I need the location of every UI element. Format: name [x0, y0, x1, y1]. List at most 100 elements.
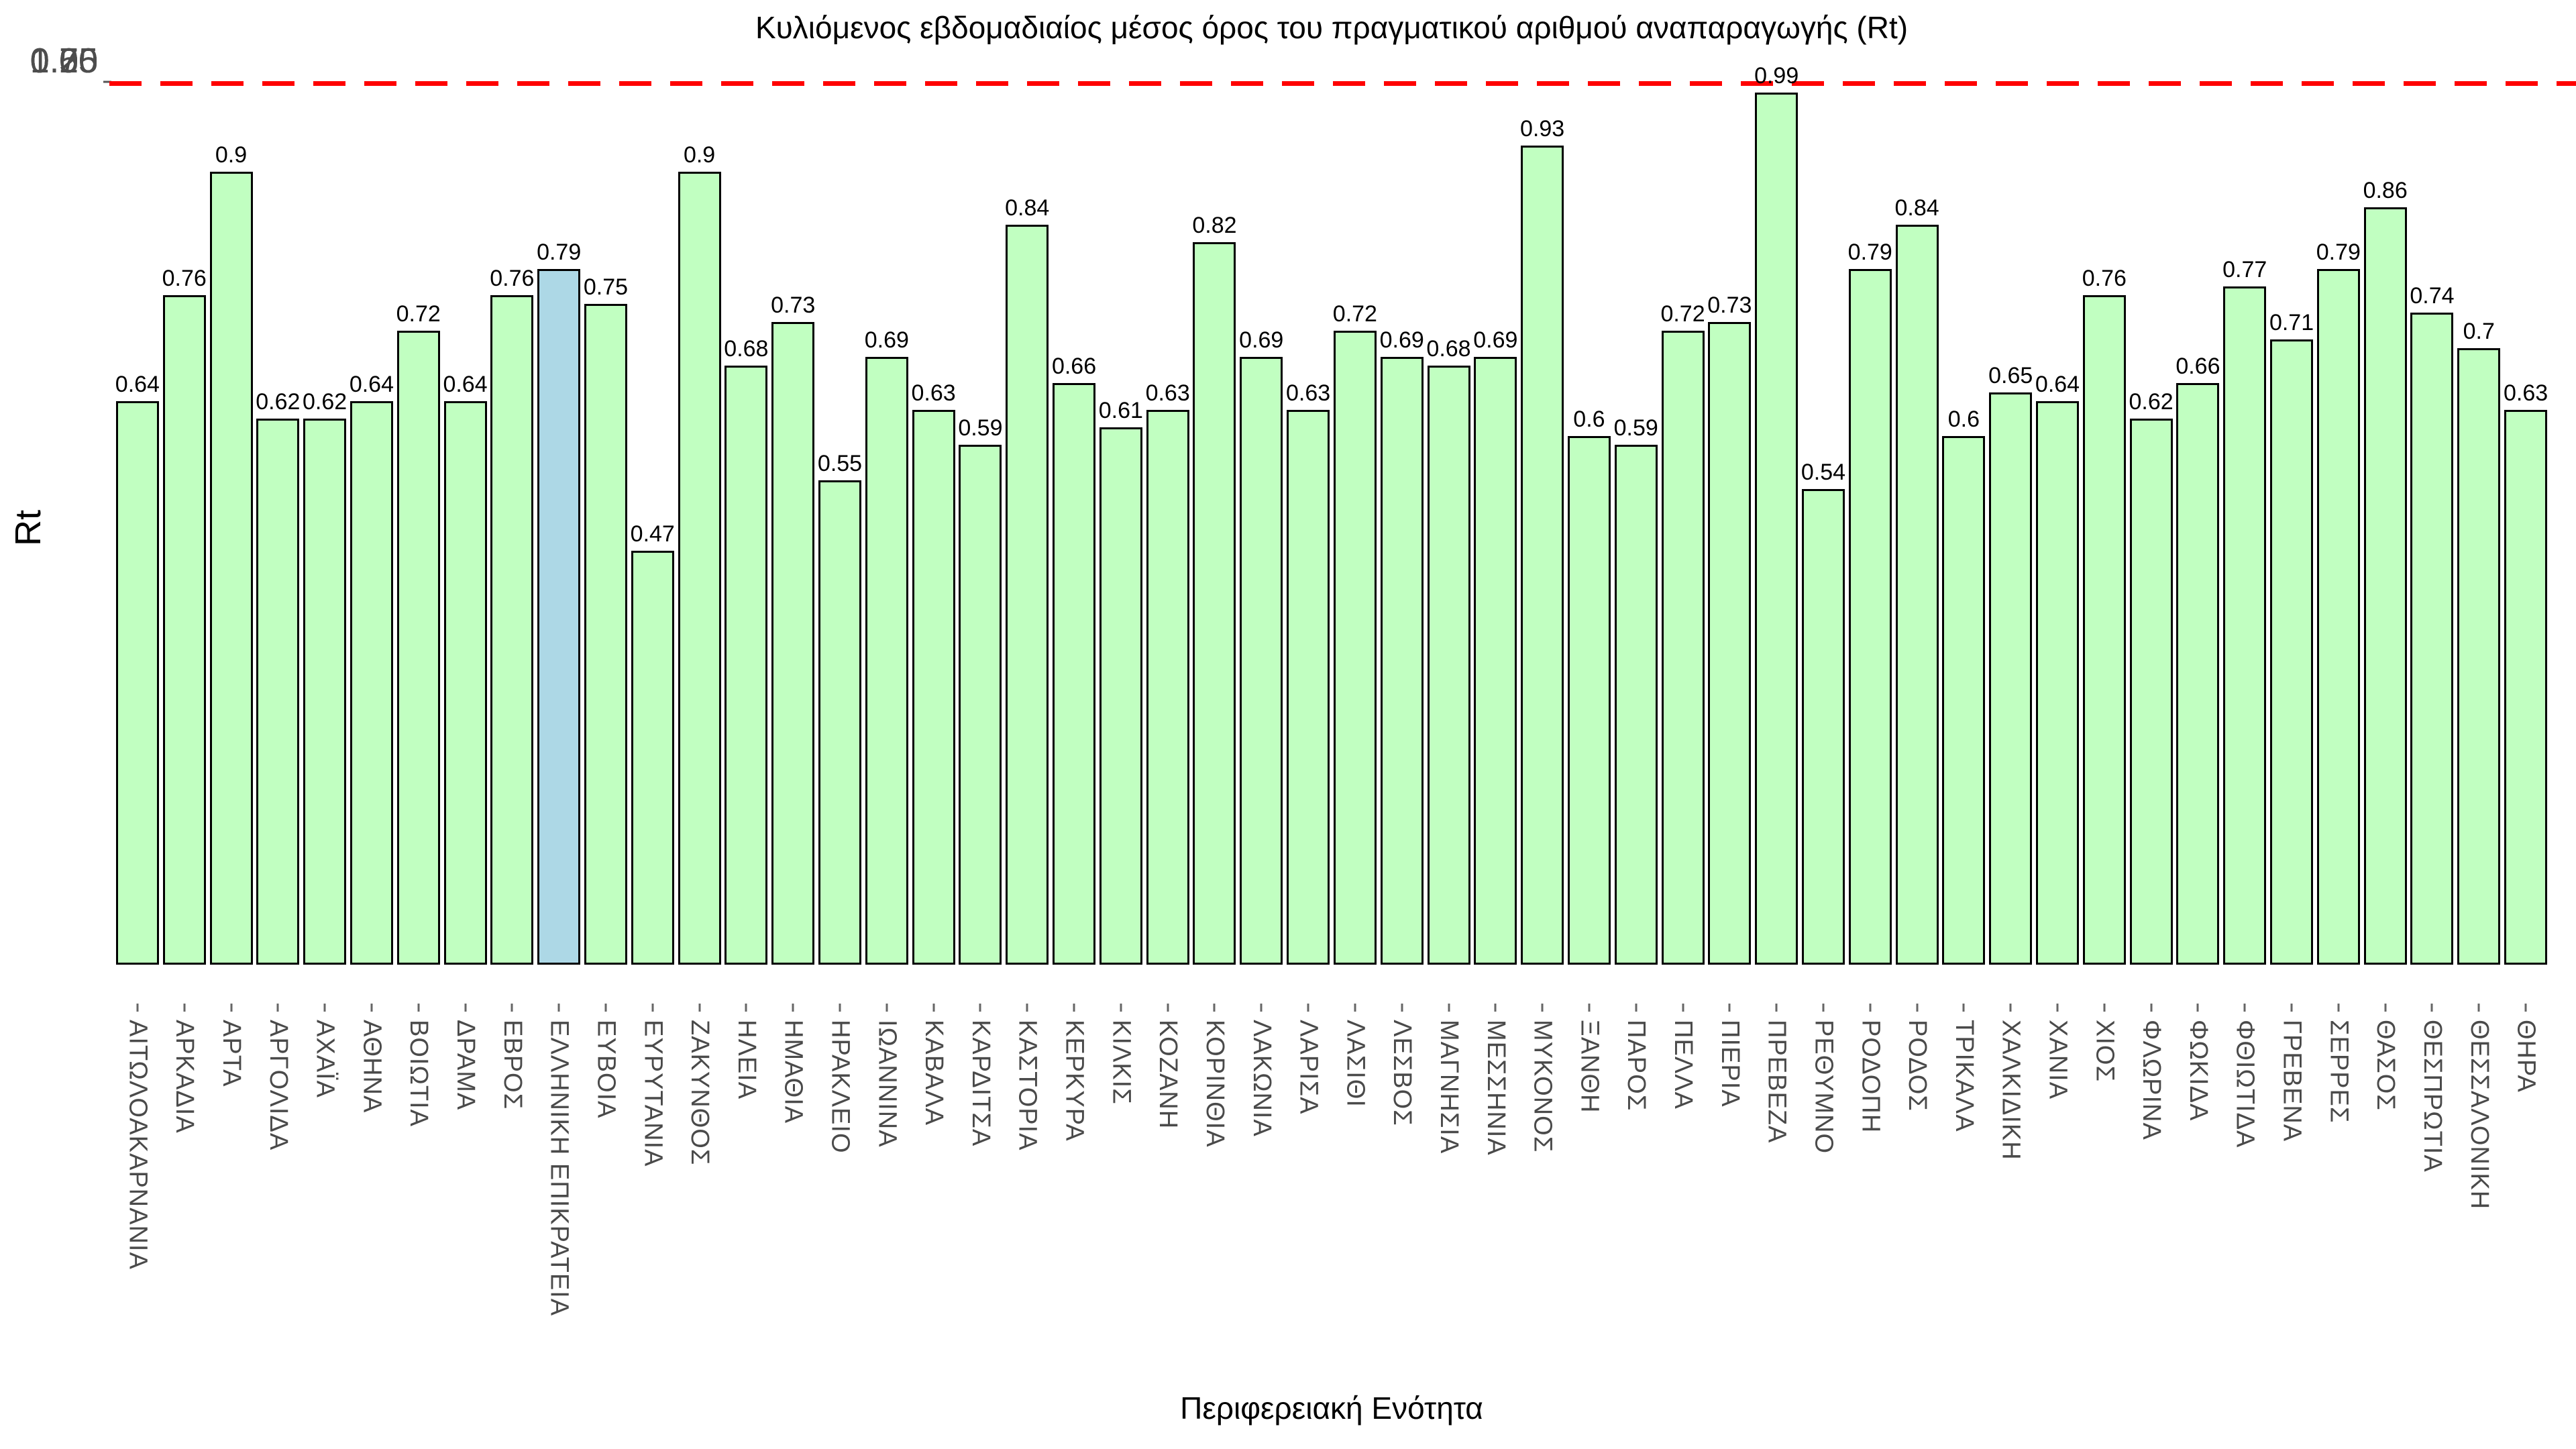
bar-value-label: 0.73: [771, 292, 816, 318]
bar: 0.6: [1567, 407, 1611, 965]
x-tick-mark: [1401, 1004, 1403, 1012]
bar-slot: 0.76 ΧΙΟΣ: [2081, 84, 2128, 1082]
bar-value-label: 0.84: [1894, 195, 1939, 221]
bar-slot: 0.63 ΛΑΡΙΣΑ: [1285, 84, 1332, 1115]
x-tick-label: ΧΙΟΣ: [2090, 1020, 2119, 1082]
bar-slot: 0.61 ΚΙΛΚΙΣ: [1097, 84, 1144, 1105]
bar-value-label: 0.69: [864, 327, 909, 354]
bar: 0.69: [1380, 327, 1424, 965]
bar-slot: 0.76 ΑΡΚΑΔΙΑ: [161, 84, 208, 1134]
bar: 0.47: [631, 521, 675, 965]
bar-value-label: 0.79: [537, 239, 582, 265]
bar: 0.63: [1146, 380, 1190, 965]
x-tick-label: ΜΥΚΟΝΟΣ: [1528, 1020, 1557, 1153]
x-tick-mark: [651, 1004, 654, 1012]
x-tick-label: ΑΧΑΪΑ: [311, 1020, 339, 1098]
bar: 0.6: [1942, 407, 1986, 965]
bar-slot: 0.75 ΕΥΒΟΙΑ: [582, 84, 629, 1118]
x-tick-mark: [417, 1004, 420, 1012]
x-tick-label: ΕΥΒΟΙΑ: [592, 1020, 621, 1119]
x-tick-label: ΤΡΙΚΑΛΑ: [1949, 1020, 1978, 1132]
y-tick-label: 0.25: [30, 42, 98, 80]
bar-slot: 0.84 ΚΑΣΤΟΡΙΑ: [1004, 84, 1051, 1150]
bar-value-label: 0.68: [1426, 336, 1471, 362]
x-tick-mark: [1354, 1004, 1356, 1012]
bar-value-label: 0.47: [630, 521, 675, 547]
x-tick-label: ΘΕΣΠΡΩΤΙΑ: [2418, 1020, 2447, 1173]
x-tick-label: ΦΘΙΩΤΙΔΑ: [2231, 1020, 2259, 1148]
x-tick-mark: [2384, 1004, 2387, 1012]
bar: 0.64: [443, 372, 488, 965]
bar-value-label: 0.76: [490, 266, 535, 292]
bar-value-label: 0.69: [1239, 327, 1284, 354]
bar-slot: 0.55 ΗΡΑΚΛΕΙΟ: [816, 84, 863, 1154]
bar-value-label: 0.62: [2129, 388, 2174, 415]
x-tick-mark: [2430, 1004, 2433, 1012]
x-tick-label: ΠΡΕΒΕΖΑ: [1762, 1020, 1791, 1144]
bar: 0.59: [1614, 415, 1658, 965]
bar-slot: 0.93 ΜΥΚΟΝΟΣ: [1519, 84, 1566, 1152]
y-tick-label: 0.00: [30, 42, 98, 80]
bar-slot: 0.69 ΛΑΚΩΝΙΑ: [1238, 84, 1285, 1137]
x-tick-label: ΡΟΔΟΣ: [1903, 1020, 1932, 1112]
bar-value-label: 0.72: [396, 301, 441, 327]
x-tick-mark: [511, 1004, 513, 1012]
bar-value-label: 0.66: [1051, 354, 1097, 380]
x-tick-label: ΗΡΑΚΛΕΙΟ: [826, 1020, 855, 1154]
x-tick-label: ΜΕΣΣΗΝΙΑ: [1481, 1020, 1510, 1156]
bar: 0.65: [1988, 363, 2033, 965]
bar-slot: 0.62 ΑΧΑΪΑ: [301, 84, 348, 1098]
x-tick-mark: [1260, 1004, 1263, 1012]
bar-value-label: 0.59: [1613, 415, 1658, 441]
bar-value-label: 0.84: [1005, 195, 1050, 221]
x-tick-mark: [1869, 1004, 1872, 1012]
chart-title: Κυλιόμενος εβδομαδιαίος μέσος όρος του π…: [755, 10, 1909, 45]
bar-slot: 0.72 ΒΟΙΩΤΙΑ: [395, 84, 442, 1127]
bar: 0.66: [1052, 354, 1096, 965]
bar-value-label: 0.82: [1192, 213, 1237, 239]
bar-highlight: 0.79: [537, 239, 581, 965]
bar-value-label: 0.77: [2222, 257, 2267, 282]
bar-value-label: 0.72: [1660, 301, 1705, 327]
x-tick-label: ΒΟΙΩΤΙΑ: [405, 1020, 433, 1127]
bar-value-label: 0.61: [1098, 398, 1143, 424]
x-tick-label: ΛΑΡΙΣΑ: [1294, 1020, 1323, 1115]
reference-line-rt-1: [109, 81, 2576, 86]
bar-value-label: 0.59: [958, 415, 1003, 441]
y-tick-label: 0.50: [30, 42, 98, 80]
bar-value-label: 0.63: [1285, 380, 1331, 406]
bar-slot: 0.76 ΕΒΡΟΣ: [488, 84, 535, 1110]
bar: 0.76: [162, 266, 207, 965]
x-tick-label: ΚΟΖΑΝΗ: [1154, 1020, 1183, 1130]
bar-value-label: 0.76: [2082, 266, 2127, 292]
bar-value-label: 0.54: [1801, 459, 1846, 485]
x-tick-mark: [1682, 1004, 1684, 1012]
plot-area: 0.64 ΑΙΤΩΛΟΑΚΑΡΝΑΝΙΑ 0.76 ΑΡΚΑΔΙΑ 0.9 ΑΡΤΑ 0.6…: [114, 63, 2549, 1316]
bar-slot: 0.79 ΣΕΡΡΕΣ: [2315, 84, 2362, 1124]
x-tick-label: ΑΙΤΩΛΟΑΚΑΡΝΑΝΙΑ: [123, 1020, 152, 1270]
x-tick-mark: [1635, 1004, 1638, 1012]
x-tick-label: ΜΑΓΝΗΣΙΑ: [1435, 1020, 1463, 1155]
bar: 0.54: [1801, 460, 1845, 965]
x-tick-mark: [1728, 1004, 1731, 1012]
bar-slot: 0.71 ΓΡΕΒΕΝΑ: [2268, 84, 2315, 1142]
x-tick-label: ΠΙΕΡΙΑ: [1715, 1020, 1744, 1108]
x-tick-label: ΦΩΚΙΔΑ: [2184, 1020, 2212, 1122]
x-tick-label: ΑΡΚΑΔΙΑ: [170, 1020, 199, 1134]
bar-slot: 0.63 ΘΗΡΑ: [2502, 84, 2549, 1093]
bar-value-label: 0.71: [2269, 309, 2314, 335]
bar-slot: 0.69 ΜΕΣΣΗΝΙΑ: [1472, 84, 1519, 1156]
bar-slot: 0.86 ΘΑΣΟΣ: [2362, 84, 2409, 1111]
x-tick-label: ΘΗΡΑ: [2512, 1020, 2540, 1093]
x-tick-mark: [1962, 1004, 1965, 1012]
x-tick-label: ΦΛΩΡΙΝΑ: [2137, 1020, 2166, 1140]
x-tick-mark: [230, 1004, 232, 1012]
x-tick-mark: [2196, 1004, 2199, 1012]
bar: 0.62: [256, 389, 300, 965]
x-tick-label: ΛΑΚΩΝΙΑ: [1247, 1020, 1276, 1137]
bar-slot: 0.72 ΠΕΛΛΑ: [1660, 84, 1707, 1110]
bar: 0.74: [2410, 283, 2455, 965]
bar-value-label: 0.74: [2410, 283, 2455, 309]
x-tick-label: ΘΑΣΟΣ: [2371, 1020, 2400, 1111]
